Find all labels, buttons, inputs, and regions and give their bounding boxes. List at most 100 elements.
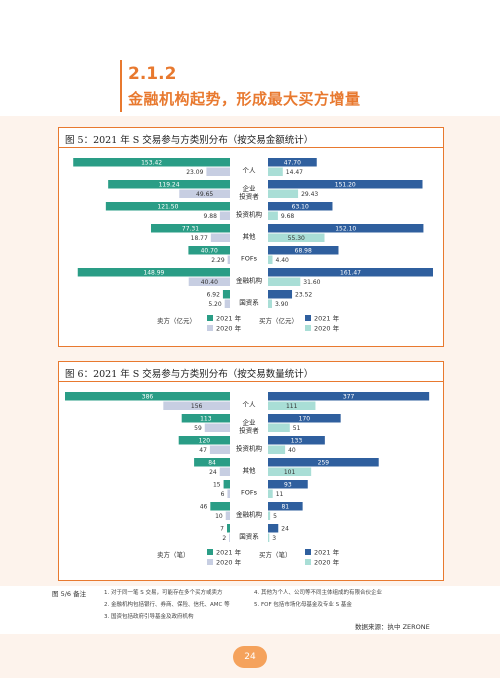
bar-buyer xyxy=(268,290,293,299)
legend-swatch xyxy=(305,315,311,321)
data-label: 40.40 xyxy=(201,279,218,286)
bar-seller xyxy=(108,180,230,189)
bar-seller xyxy=(210,502,230,511)
bar-seller xyxy=(179,189,230,198)
bar-seller xyxy=(224,299,230,308)
data-label: 46 xyxy=(200,504,208,511)
data-label: 24 xyxy=(281,526,289,533)
bar-seller xyxy=(65,392,230,401)
chart-title: 图 6：2021 年 S 交易参与方类别分布（按交易数量统计） xyxy=(65,369,314,380)
bar-buyer xyxy=(268,277,301,286)
data-label: 40 xyxy=(288,447,296,454)
note-item: 4. 其他为个人、公司等不同主体组成的有限合伙企业 xyxy=(254,590,382,596)
legend-label: 2021 年 xyxy=(216,548,242,557)
data-label: 3.90 xyxy=(275,301,289,308)
bar-seller xyxy=(227,255,230,264)
data-label: 386 xyxy=(142,394,154,401)
bar-buyer xyxy=(268,246,339,255)
data-label: 111 xyxy=(286,403,298,410)
legend-swatch xyxy=(207,315,213,321)
bar-seller xyxy=(229,533,230,542)
chart-title-rule xyxy=(59,147,443,148)
data-label: 119.24 xyxy=(159,182,180,189)
bar-seller xyxy=(188,246,230,255)
bar-buyer xyxy=(268,202,333,211)
data-source: 数据来源：执中 ZERONE xyxy=(355,623,430,631)
bar-seller xyxy=(219,211,230,220)
data-label: 7 xyxy=(220,526,224,533)
data-label: 161.47 xyxy=(340,270,361,277)
legend-swatch xyxy=(305,549,311,555)
category-label: 金融机构 xyxy=(236,276,263,285)
legend-label: 2021 年 xyxy=(314,314,340,323)
data-label: 120 xyxy=(199,438,211,445)
data-label: 6 xyxy=(221,491,225,498)
bar-buyer xyxy=(268,167,283,176)
legend-label: 2020 年 xyxy=(216,558,242,567)
legend-label: 2021 年 xyxy=(314,548,340,557)
chart-title: 图 5：2021 年 S 交易参与方类别分布（按交易金额统计） xyxy=(65,135,314,146)
data-label: 4.40 xyxy=(275,257,289,264)
note-item: 3. 国资包括政府引导基金及政府机构 xyxy=(104,614,194,620)
bar-seller xyxy=(222,290,230,299)
bar-buyer xyxy=(268,158,317,167)
note-item: 2. 金融机构包括银行、券商、保险、信托、AMC 等 xyxy=(104,602,230,608)
bar-buyer xyxy=(268,511,271,520)
bar-buyer xyxy=(268,299,272,308)
bar-buyer xyxy=(268,524,279,533)
legend-buyer-title: 买方（笔） xyxy=(259,550,292,559)
data-label: 84 xyxy=(208,460,216,467)
legend-swatch xyxy=(207,549,213,555)
legend-seller-title: 卖方（亿元） xyxy=(157,316,196,325)
data-label: 47 xyxy=(199,447,207,454)
category-label: 投资机构 xyxy=(236,210,263,219)
bar-buyer xyxy=(268,502,303,511)
bar-buyer xyxy=(268,414,341,423)
data-label: 40.70 xyxy=(201,248,218,255)
data-label: 101 xyxy=(284,469,296,476)
bar-seller xyxy=(219,467,230,476)
data-label: 113 xyxy=(200,416,212,423)
bar-buyer xyxy=(268,423,290,432)
data-label: 259 xyxy=(318,460,330,467)
data-label: 15 xyxy=(213,482,221,489)
data-label: 11 xyxy=(276,491,284,498)
section-title: 金融机构起势，形成最大买方增量 xyxy=(128,90,361,108)
bar-buyer xyxy=(268,268,433,277)
section-number: 2.1.2 xyxy=(128,64,177,84)
bar-seller xyxy=(105,202,230,211)
bar-buyer xyxy=(268,489,273,498)
data-label: 151.20 xyxy=(335,182,356,189)
data-label: 6.92 xyxy=(207,292,221,299)
bar-seller xyxy=(178,436,230,445)
bar-buyer xyxy=(268,467,312,476)
bar-buyer xyxy=(268,392,430,401)
category-label: 其他 xyxy=(243,232,257,241)
bar-buyer xyxy=(268,533,270,542)
bar-buyer xyxy=(268,211,278,220)
bar-buyer xyxy=(268,189,299,198)
legend-label: 2020 年 xyxy=(314,324,340,333)
bar-seller xyxy=(188,277,230,286)
data-label: 55.30 xyxy=(288,235,305,242)
data-label: 153.42 xyxy=(141,160,162,167)
bar-seller xyxy=(227,524,230,533)
bar-seller xyxy=(204,423,230,432)
data-label: 93 xyxy=(284,482,292,489)
bar-buyer xyxy=(268,445,286,454)
bar-seller xyxy=(194,458,230,467)
data-label: 23.09 xyxy=(186,169,203,176)
bar-seller xyxy=(210,233,230,242)
data-label: 121.50 xyxy=(157,204,178,211)
bar-seller xyxy=(181,414,230,423)
category-label: 个人 xyxy=(243,401,257,409)
data-label: 24 xyxy=(209,469,217,476)
category-label: FOFs xyxy=(241,489,258,497)
bar-buyer xyxy=(268,480,308,489)
data-label: 2 xyxy=(222,535,226,542)
bar-seller xyxy=(163,401,230,410)
category-label: 个人 xyxy=(243,167,257,175)
category-label: 金融机构 xyxy=(236,510,263,519)
data-label: 63.10 xyxy=(292,204,309,211)
